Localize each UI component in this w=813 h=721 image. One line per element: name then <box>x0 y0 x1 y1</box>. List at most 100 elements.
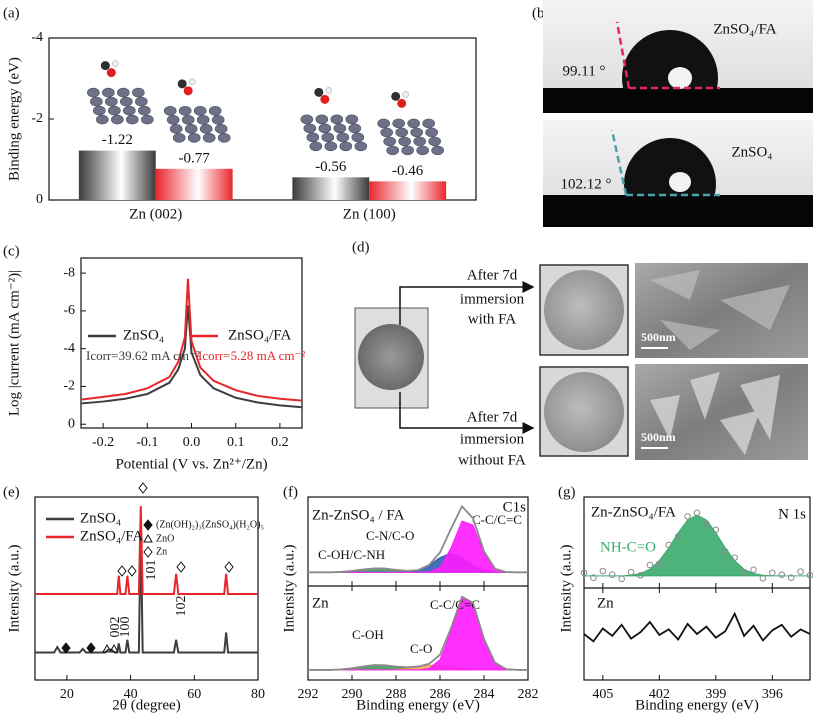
x-tick-label: -0.1 <box>136 435 158 450</box>
spectrum-line <box>308 504 528 574</box>
lattice-atom <box>315 114 329 125</box>
lattice-atom <box>386 145 399 156</box>
marker-symbol <box>143 519 153 531</box>
x-tick-label: 282 <box>518 687 539 702</box>
data-point <box>646 561 654 569</box>
bar <box>78 150 156 200</box>
x-axis-label: 2θ (degree) <box>112 697 180 713</box>
panel-label: (c) <box>3 243 20 259</box>
annotation: (Zn(OH)₂)₃(ZnSO₄)(H₂O)₅ <box>156 519 264 530</box>
x-tick-label: 292 <box>298 687 319 702</box>
lattice-atom <box>126 114 139 125</box>
bar <box>369 181 447 200</box>
y-tick-label: -4 <box>63 341 75 356</box>
data-point <box>712 526 720 534</box>
route-text: immersion <box>460 431 525 447</box>
legend-label: ZnSO₄ <box>123 327 164 343</box>
data-point <box>769 569 776 577</box>
x-tick-label: 396 <box>762 687 783 702</box>
adsorbate-atom <box>188 78 196 86</box>
route-text: After 7d <box>467 267 518 283</box>
lattice-atom <box>193 106 207 116</box>
lattice-atom <box>300 114 314 125</box>
series-line <box>35 526 258 654</box>
lattice-atom <box>90 96 103 107</box>
subpanel-title: Zn-ZnSO₄ / FA <box>312 507 405 523</box>
lattice-atom <box>348 123 362 134</box>
y-tick-label: -4 <box>31 30 43 45</box>
adsorbate-atom <box>320 94 330 104</box>
peak-label: C-C/C=C <box>472 512 522 527</box>
data-point <box>590 574 597 581</box>
sem-texture <box>650 270 790 350</box>
x-tick-label: 402 <box>649 687 670 702</box>
adsorbate-atom <box>325 87 333 94</box>
lattice-atom <box>102 87 115 98</box>
adsorbate-atom <box>177 79 187 89</box>
peak-label: C-O <box>410 641 432 656</box>
annotation: 002 <box>108 617 123 638</box>
x-tick-label: 284 <box>474 687 495 702</box>
value-label: -1.22 <box>102 132 133 148</box>
lattice-atom <box>431 145 444 156</box>
lattice-atom <box>330 114 344 125</box>
lattice-atom <box>214 124 228 134</box>
lattice-atom <box>178 106 192 116</box>
fitted-peak <box>308 597 528 671</box>
series-line <box>80 305 303 409</box>
panel-label: (g) <box>558 484 576 500</box>
data-point <box>627 568 635 576</box>
y-axis-label: Log |current (mA cm⁻²)| <box>6 270 22 416</box>
data-point <box>740 568 748 576</box>
lattice-atom <box>111 114 124 125</box>
arrow <box>399 281 535 325</box>
data-point <box>759 574 767 582</box>
photo-label: ZnSO₄/FA <box>713 21 776 37</box>
value-label: -0.77 <box>179 150 211 166</box>
panel-label: (a) <box>3 5 20 21</box>
sem-texture <box>650 372 780 455</box>
marker-symbol <box>224 561 234 573</box>
marker-symbol <box>102 643 112 653</box>
data-point <box>674 533 682 540</box>
annotation: 101 <box>144 560 159 581</box>
data-point <box>731 554 738 561</box>
lattice-atom <box>163 106 177 116</box>
y-tick-label: -6 <box>63 303 75 318</box>
tangent-dash <box>610 129 628 196</box>
fitted-peak <box>584 514 810 577</box>
lattice-atom <box>123 105 136 116</box>
data-point <box>618 575 625 583</box>
adsorbate-atom <box>112 60 119 67</box>
subpanel-note: C1s <box>503 499 527 515</box>
data-point <box>750 566 757 574</box>
lattice-atom <box>333 123 347 134</box>
substrate <box>543 195 813 227</box>
lattice-atom <box>407 118 420 129</box>
lattice-atom <box>181 115 195 125</box>
y-tick-label: -2 <box>63 379 75 394</box>
lattice-atom <box>105 96 118 107</box>
legend-label: ZnSO₄/FA <box>228 327 291 343</box>
lattice-atom <box>392 118 405 129</box>
adsorbate-atom <box>100 61 110 71</box>
lattice-atom <box>96 114 109 125</box>
annotation: ZnO <box>156 533 174 544</box>
axes-frame <box>34 496 259 681</box>
lattice-atom <box>138 105 151 116</box>
adsorbate-atom <box>397 98 407 108</box>
lattice-atom <box>211 115 225 125</box>
subpanel-note: N 1s <box>778 506 806 522</box>
data-point <box>665 541 673 549</box>
data-point <box>797 568 804 575</box>
lattice-atom <box>383 136 396 147</box>
x-tick-label: 0.1 <box>227 435 245 450</box>
scale-bar-label: 500nm <box>641 330 676 344</box>
sem-image <box>635 263 808 358</box>
spectrum-line <box>583 611 811 643</box>
data-point <box>580 569 588 577</box>
lattice-atom <box>187 133 201 143</box>
data-point <box>684 513 691 520</box>
data-point <box>693 509 701 517</box>
lattice-atom <box>196 115 210 125</box>
